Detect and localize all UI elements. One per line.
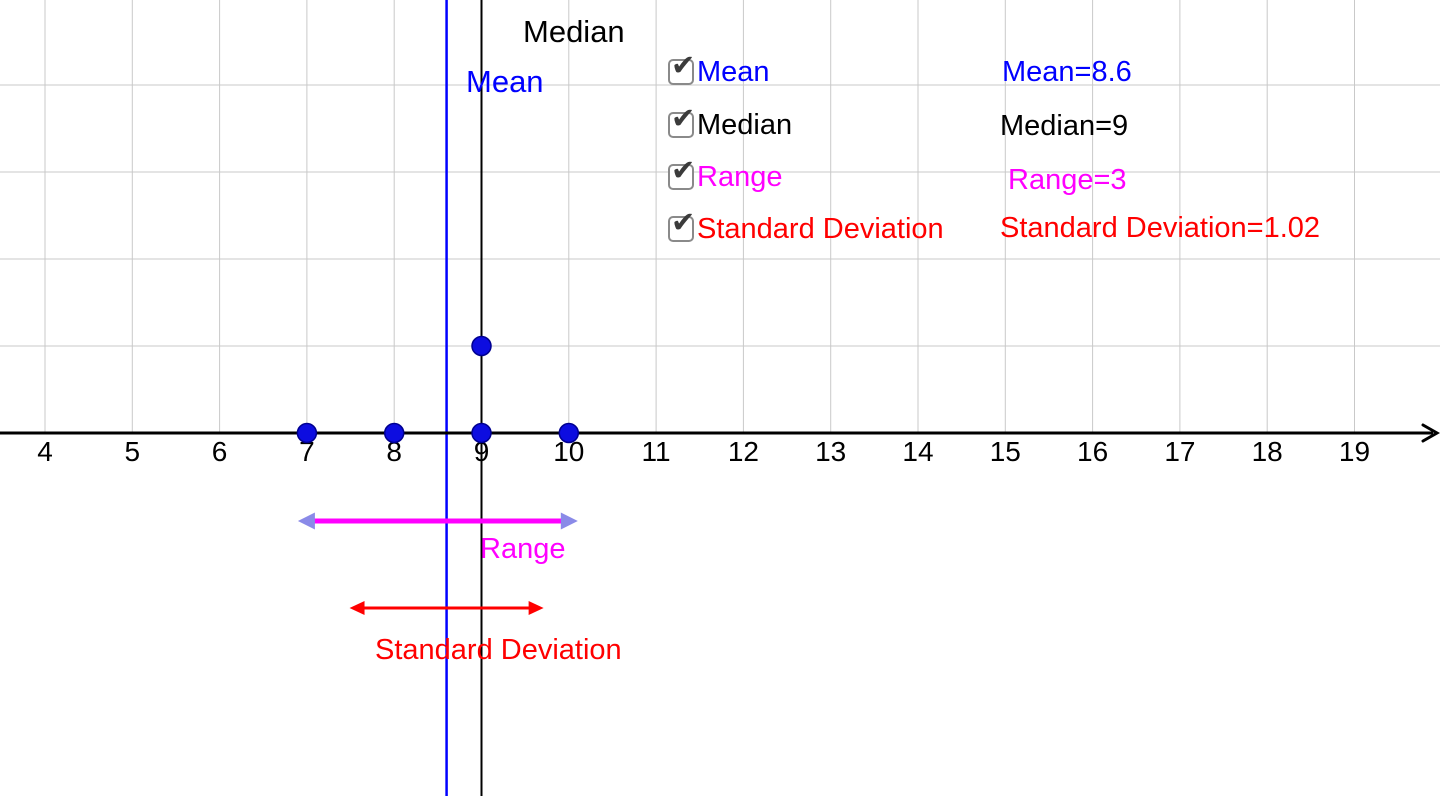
range-arrow-label: Range bbox=[480, 533, 566, 565]
axis-tick-label: 18 bbox=[1252, 436, 1283, 467]
control-row-standard-deviation: ✔ Standard Deviation bbox=[668, 209, 944, 245]
data-point[interactable] bbox=[296, 422, 318, 444]
axis-tick-label: 9 bbox=[474, 436, 490, 467]
median-checkbox-label: Median bbox=[697, 108, 793, 141]
check-icon: ✔ bbox=[671, 50, 696, 82]
standard-deviation-value: Standard Deviation=1.02 bbox=[1000, 212, 1321, 244]
standard-deviation-arrow-label: Standard Deviation bbox=[375, 634, 622, 666]
axis-tick-label: 6 bbox=[212, 436, 228, 467]
axis-tick-label: 12 bbox=[728, 436, 759, 467]
standard-deviation-checkbox-label: Standard Deviation bbox=[697, 212, 944, 245]
check-icon: ✔ bbox=[671, 207, 696, 239]
sd-arrow-left-head bbox=[349, 601, 365, 615]
check-icon: ✔ bbox=[671, 103, 696, 135]
standard-deviation-checkbox[interactable]: ✔ bbox=[668, 209, 695, 242]
control-row-mean: ✔ Mean bbox=[668, 52, 770, 88]
axis-tick-label: 8 bbox=[386, 436, 402, 467]
mean-checkbox-label: Mean bbox=[697, 55, 770, 88]
axis-tick-label: 13 bbox=[815, 436, 846, 467]
axis-tick-label: 14 bbox=[902, 436, 933, 467]
sd-arrow-right-head bbox=[528, 601, 544, 615]
range-checkbox-label: Range bbox=[697, 160, 783, 193]
axis-tick-label: 11 bbox=[642, 436, 671, 467]
axis-tick-label: 7 bbox=[299, 436, 315, 467]
data-point[interactable] bbox=[471, 335, 492, 357]
mean-checkbox[interactable]: ✔ bbox=[668, 52, 695, 85]
data-point[interactable] bbox=[471, 422, 492, 444]
axis-tick-label: 5 bbox=[125, 436, 141, 467]
mean-line-label: Mean bbox=[466, 64, 544, 99]
range-arrow-right-head bbox=[560, 512, 578, 530]
x-axis-arrowhead bbox=[1421, 423, 1440, 443]
axis-tick-label: 15 bbox=[990, 436, 1021, 467]
mean-value: Mean=8.6 bbox=[1002, 56, 1132, 88]
range-arrow-left-head bbox=[297, 512, 315, 530]
range-checkbox[interactable]: ✔ bbox=[668, 157, 695, 190]
axis-tick-label: 4 bbox=[37, 436, 53, 467]
data-point[interactable] bbox=[558, 422, 580, 444]
median-value: Median=9 bbox=[1000, 110, 1129, 142]
median-line-label: Median bbox=[523, 14, 625, 49]
control-row-range: ✔ Range bbox=[668, 157, 782, 193]
axis-tick-label: 16 bbox=[1077, 436, 1108, 467]
axis-tick-label: 19 bbox=[1339, 436, 1370, 467]
check-icon: ✔ bbox=[671, 155, 696, 187]
range-value: Range=3 bbox=[1008, 164, 1127, 196]
control-row-median: ✔ Median bbox=[668, 105, 792, 141]
axis-tick-label: 17 bbox=[1164, 436, 1195, 467]
data-point[interactable] bbox=[383, 422, 405, 444]
median-checkbox[interactable]: ✔ bbox=[668, 105, 695, 138]
